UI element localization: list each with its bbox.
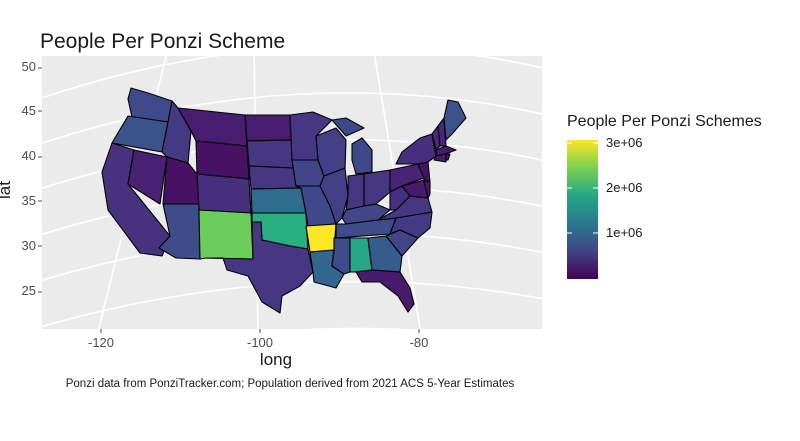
graticule-lat-45	[42, 92, 542, 144]
x-tick-label: -80	[409, 335, 429, 350]
legend-tick-label: 2e+06	[606, 180, 643, 195]
state-colorado[interactable]	[196, 173, 252, 214]
caption: Ponzi data from PonziTracker.com; Popula…	[65, 378, 515, 390]
x-axis-label: long	[259, 350, 293, 369]
state-michigan[interactable]	[331, 117, 365, 137]
state-nevada[interactable]	[127, 149, 168, 205]
state-new-york[interactable]	[395, 133, 437, 165]
state-pennsylvania[interactable]	[389, 163, 425, 193]
legend-title: People Per Ponzi Schemes	[567, 113, 762, 130]
state-massachusetts[interactable]	[435, 145, 457, 157]
state-indiana[interactable]	[345, 173, 365, 211]
state-michigan-lower[interactable]	[351, 137, 373, 175]
y-tick-label: 40	[21, 148, 36, 163]
state-connecticut[interactable]	[433, 153, 447, 163]
legend-tick-marks	[567, 142, 598, 234]
state-kansas[interactable]	[250, 187, 307, 214]
state-north-dakota[interactable]	[244, 114, 293, 142]
state-ohio[interactable]	[363, 169, 391, 207]
y-axis-label: lat	[0, 181, 14, 199]
legend-tick-label: 3e+06	[606, 135, 643, 150]
graticule-lat-50	[42, 56, 542, 99]
y-tick-label: 35	[21, 193, 36, 208]
state-wyoming[interactable]	[195, 140, 250, 180]
y-tick-label: 45	[21, 103, 36, 118]
x-tick-label: -100	[246, 335, 274, 350]
y-tick-label: 30	[21, 238, 36, 253]
legend-tick-label: 1e+06	[606, 225, 643, 240]
state-georgia[interactable]	[367, 235, 403, 273]
state-rhode-island[interactable]	[445, 153, 451, 161]
state-arkansas[interactable]	[305, 223, 337, 253]
state-maine[interactable]	[443, 99, 467, 141]
chart-title: People Per Ponzi Scheme	[40, 30, 286, 53]
states-layer	[101, 87, 467, 314]
state-florida[interactable]	[355, 269, 415, 313]
y-tick-label: 25	[21, 283, 36, 298]
state-texas[interactable]	[205, 221, 314, 314]
state-new-mexico[interactable]	[198, 209, 254, 260]
state-illinois[interactable]	[319, 167, 349, 225]
x-tick-marks	[100, 329, 420, 333]
y-tick-marks	[38, 67, 42, 293]
y-tick-label: 50	[21, 59, 36, 74]
legend-colorbar	[567, 140, 598, 279]
x-tick-label: -120	[87, 335, 115, 350]
state-south-dakota[interactable]	[246, 139, 294, 169]
